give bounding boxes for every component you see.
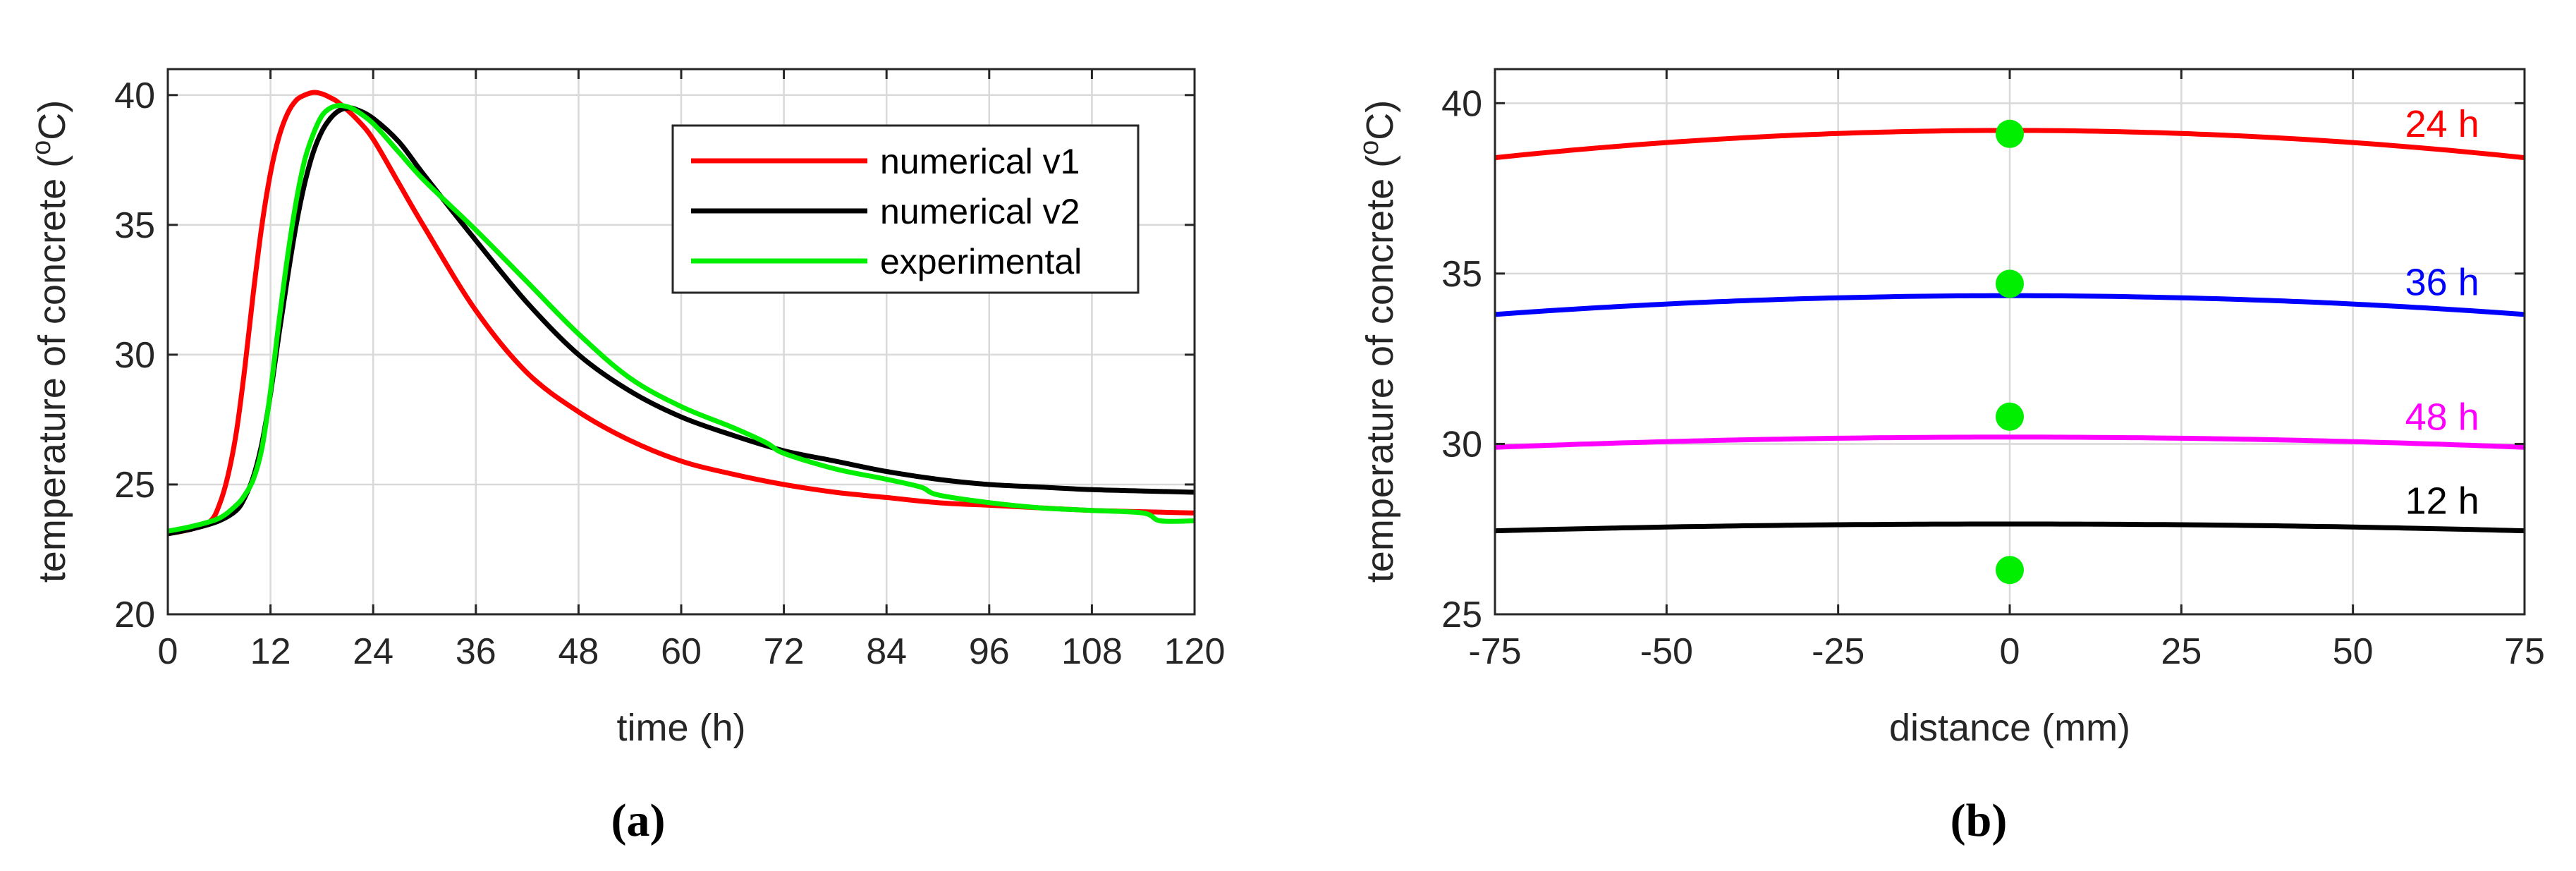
series-line-48-h <box>1494 434 2525 450</box>
chart-a-ytick-label: 35 <box>114 205 155 246</box>
chart-b-xtick-label: 25 <box>2161 631 2202 672</box>
chart-b-ytick-label: 40 <box>1441 83 1482 124</box>
experimental-point-48-h <box>1996 402 2024 431</box>
chart-b-series: 24 h 36 h 48 h 12 h <box>1494 103 2525 585</box>
caption-b: (b) <box>1951 795 2008 846</box>
chart-a-xtick-label: 96 <box>969 631 1010 672</box>
chart-b-ytick-label: 25 <box>1441 595 1482 635</box>
legend-label-numerical-v1: numerical v1 <box>880 142 1080 181</box>
chart-b-ytick-label: 30 <box>1441 424 1482 465</box>
legend-label-numerical-v2: numerical v2 <box>880 192 1080 231</box>
series-label-48-h: 48 h <box>2405 396 2479 438</box>
chart-b-ytick-label: 35 <box>1441 254 1482 295</box>
series-label-36-h: 36 h <box>2405 262 2479 304</box>
chart-b-xtick-label: 0 <box>2000 631 2020 672</box>
chart-b-xtick-label: -75 <box>1468 631 1521 672</box>
chart-a-xtick-label: 72 <box>764 631 805 672</box>
chart-a-ylabel: temperature of concrete (oC) <box>27 100 73 583</box>
chart-b-ticks: -75 -50 -25 0 25 50 75 25 30 35 40 <box>1441 69 2545 672</box>
chart-b: 24 h 36 h 48 h 12 h -75 -50 -25 0 25 50 75 25 30 35 4… <box>1355 68 2545 846</box>
chart-b-xtick-label: 50 <box>2333 631 2374 672</box>
chart-a-xtick-label: 84 <box>866 631 907 672</box>
series-line-numerical-v1 <box>167 90 1195 537</box>
experimental-point-12-h <box>1996 556 2024 585</box>
chart-a-xtick-label: 108 <box>1061 631 1123 672</box>
chart-b-ylabel: temperature of concrete (oC) <box>1355 100 1401 583</box>
series-label-24-h: 24 h <box>2405 103 2479 145</box>
chart-a-ytick-label: 40 <box>114 75 155 116</box>
chart-a-xtick-label: 12 <box>250 631 291 672</box>
chart-a-xtick-label: 24 <box>353 631 393 672</box>
caption-a: (a) <box>611 795 666 846</box>
chart-a-xtick-label: 0 <box>158 631 178 672</box>
chart-b-grid <box>1495 69 2525 614</box>
chart-a-ytick-label: 30 <box>114 335 155 376</box>
chart-a-ticks: 0 12 24 36 48 60 72 84 96 108 120 20 25 30 35 40 <box>114 69 1225 672</box>
experimental-point-36-h <box>1996 269 2024 298</box>
chart-a-xtick-label: 60 <box>661 631 702 672</box>
chart-b-xtick-label: -25 <box>1812 631 1864 672</box>
chart-a-xtick-label: 120 <box>1164 631 1226 672</box>
chart-b-xtick-label: 75 <box>2504 631 2545 672</box>
series-line-12-h <box>1494 521 2525 534</box>
chart-a-xtick-label: 36 <box>456 631 496 672</box>
legend-label-experimental: experimental <box>880 242 1082 281</box>
chart-b-xlabel: distance (mm) <box>1889 707 2130 749</box>
chart-a: 0 12 24 36 48 60 72 84 96 108 120 20 25 30 35 40 time (… <box>27 68 1225 846</box>
chart-b-xtick-label: -50 <box>1640 631 1693 672</box>
chart-a-series <box>167 90 1195 537</box>
chart-a-legend: numerical v1 numerical v2 experimental <box>671 124 1140 294</box>
chart-a-ytick-label: 25 <box>114 465 155 506</box>
series-line-experimental <box>167 102 1195 534</box>
chart-a-ytick-label: 20 <box>114 595 155 635</box>
chart-a-xtick-label: 48 <box>558 631 599 672</box>
chart-a-xlabel: time (h) <box>616 707 745 749</box>
series-label-12-h: 12 h <box>2405 480 2479 523</box>
experimental-point-24-h <box>1996 119 2024 148</box>
